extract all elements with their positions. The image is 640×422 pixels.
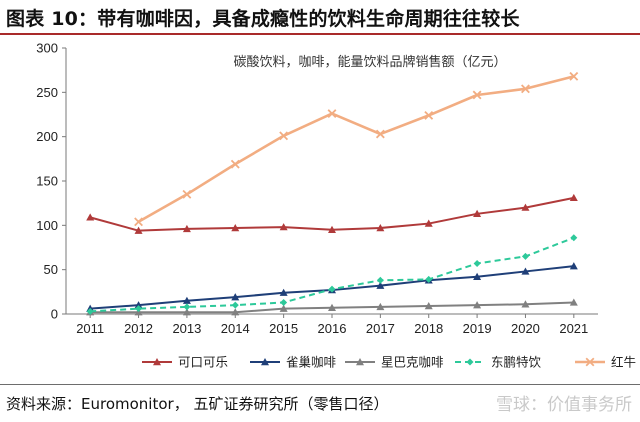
data-point	[424, 219, 433, 227]
series-5	[134, 71, 579, 227]
data-point	[328, 285, 336, 293]
legend-swatch-marker	[261, 358, 269, 366]
y-tick-label: 0	[51, 307, 58, 322]
data-point	[134, 226, 143, 234]
legend-label: 红牛	[611, 355, 636, 370]
source-divider	[0, 384, 640, 385]
data-point	[424, 302, 433, 310]
data-point	[425, 275, 433, 283]
x-tick-label: 2015	[269, 321, 298, 336]
data-point	[231, 223, 240, 232]
chart-legend: 可口可乐 雀巢咖啡 星巴克咖啡 东鹏特饮 红牛	[142, 355, 636, 370]
data-point	[230, 159, 240, 169]
data-point	[328, 303, 336, 311]
legend-item: 雀巢咖啡	[250, 355, 337, 370]
data-point	[183, 303, 191, 311]
chart-inner-title: 碳酸饮料，咖啡，能量饮料品牌销售额（亿元）	[233, 54, 506, 70]
x-tick-label: 2021	[559, 321, 588, 336]
y-tick-label: 300	[36, 41, 58, 56]
series-3	[86, 298, 578, 316]
data-point	[473, 259, 481, 267]
data-point	[375, 129, 385, 139]
data-point	[86, 307, 94, 315]
x-tick-label: 2017	[366, 321, 395, 336]
y-tick-label: 200	[36, 129, 58, 144]
data-point	[279, 304, 288, 312]
data-point	[231, 301, 239, 309]
data-point	[569, 193, 578, 202]
data-point	[569, 71, 579, 81]
x-tick-label: 2012	[124, 321, 153, 336]
data-point	[376, 302, 385, 311]
x-tick-label: 2011	[76, 321, 104, 336]
x-tick-label: 2019	[463, 321, 492, 336]
y-tick-label: 250	[36, 85, 58, 100]
source-note: 资料来源：Euromonitor， 五矿证券研究所（零售口径）	[6, 395, 389, 413]
data-point	[521, 203, 530, 211]
data-point	[521, 267, 530, 275]
legend-item: 星巴克咖啡	[345, 355, 444, 370]
data-point	[521, 300, 530, 308]
data-point	[569, 262, 578, 270]
data-point	[231, 308, 240, 316]
data-point	[279, 288, 288, 296]
data-point	[279, 223, 288, 231]
data-point	[134, 301, 143, 309]
x-tick-label: 2016	[318, 321, 347, 336]
legend-swatch-marker	[153, 358, 161, 366]
chart-axes: 0 50 100 150 200 250 300 2011 2012 2013 2014 2015 20…	[36, 41, 598, 336]
legend-label: 东鹏特饮	[491, 355, 542, 370]
series-layer	[86, 71, 579, 316]
figure-title: 图表 10：带有咖啡因，具备成瘾性的饮料生命周期往往较长	[6, 8, 520, 30]
data-point	[182, 189, 192, 199]
y-tick-label: 100	[36, 218, 58, 233]
data-point	[473, 301, 482, 309]
data-point	[472, 90, 482, 100]
x-tick-label: 2018	[414, 321, 443, 336]
legend-item: 红牛	[575, 355, 636, 370]
series-1	[86, 193, 578, 234]
series-line	[137, 75, 575, 223]
legend-swatch-marker	[466, 358, 474, 366]
data-point	[231, 293, 240, 301]
data-point	[134, 217, 143, 227]
legend-label: 雀巢咖啡	[286, 355, 337, 370]
data-point	[376, 281, 385, 289]
data-point	[521, 84, 530, 94]
y-tick-label: 50	[44, 262, 58, 277]
data-point	[376, 223, 385, 232]
x-tick-label: 2013	[172, 321, 201, 336]
data-point	[473, 209, 482, 218]
data-point	[473, 272, 482, 280]
data-point	[424, 110, 434, 120]
data-point	[182, 224, 191, 233]
data-point	[328, 225, 336, 233]
legend-item: 可口可乐	[142, 355, 228, 370]
watermark: 雪球：价值事务所	[496, 395, 632, 415]
data-point	[86, 213, 95, 221]
data-point	[570, 234, 578, 242]
data-point	[569, 298, 578, 306]
legend-item: 东鹏特饮	[455, 355, 542, 370]
series-line	[89, 196, 575, 232]
data-point	[182, 308, 191, 316]
data-point	[376, 276, 384, 284]
data-point	[135, 305, 143, 313]
data-point	[182, 296, 191, 304]
title-divider	[0, 33, 640, 35]
series-4	[86, 234, 578, 315]
y-tick-label: 150	[36, 174, 58, 189]
data-point	[279, 131, 289, 141]
x-tick-label: 2020	[511, 321, 540, 336]
legend-label: 星巴克咖啡	[381, 355, 444, 370]
legend-swatch-marker	[585, 357, 595, 367]
legend-swatch-marker	[356, 358, 364, 366]
data-point	[327, 109, 337, 119]
line-chart: 0 50 100 150 200 250 300 2011 2012 2013 2014 2015 20…	[36, 41, 636, 370]
data-point	[521, 252, 529, 260]
x-tick-label: 2014	[221, 321, 250, 336]
legend-label: 可口可乐	[178, 355, 228, 370]
data-point	[280, 298, 288, 306]
